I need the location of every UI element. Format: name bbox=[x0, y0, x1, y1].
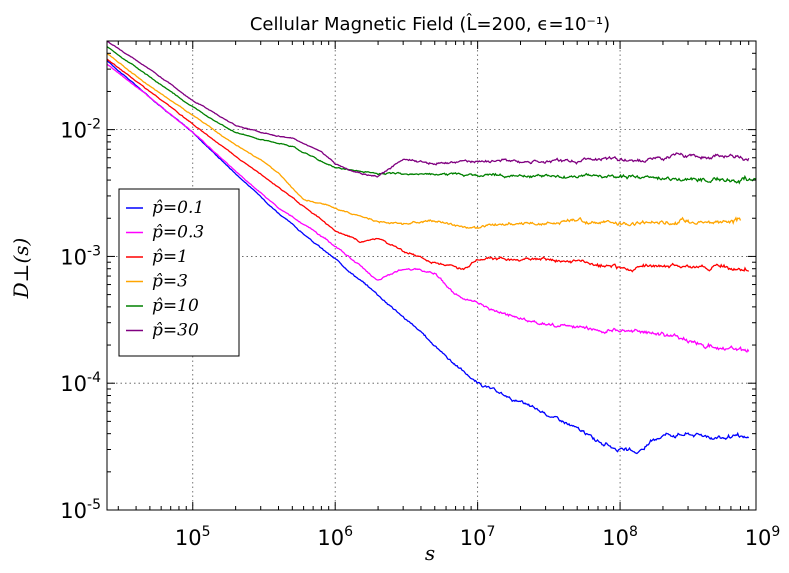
legend-label: p̂=10 bbox=[152, 296, 199, 316]
y-tick-label: 10-5 bbox=[60, 497, 101, 523]
x-tick-label: 108 bbox=[602, 524, 638, 550]
series-line bbox=[107, 46, 756, 185]
x-tick-label: 105 bbox=[175, 524, 211, 550]
x-tick-base: 10 bbox=[317, 526, 344, 550]
legend-label: p̂=0.1 bbox=[152, 198, 204, 218]
legend-label: p̂=30 bbox=[152, 321, 199, 341]
chart-title: Cellular Magnetic Field (L̂=200, ϵ=10⁻¹) bbox=[250, 14, 610, 35]
legend-label: p̂=3 bbox=[152, 272, 188, 292]
x-tick-label: 109 bbox=[745, 524, 781, 550]
x-tick-base: 10 bbox=[175, 526, 202, 550]
legend-label: p̂=1 bbox=[152, 247, 188, 267]
axis-ticks bbox=[107, 40, 757, 511]
y-tick-base: 10 bbox=[60, 372, 87, 396]
x-tick-base: 10 bbox=[602, 526, 629, 550]
x-tick-base: 10 bbox=[745, 526, 772, 550]
y-tick-exponent: -2 bbox=[87, 117, 101, 133]
y-tick-exponent: -3 bbox=[87, 243, 101, 259]
y-tick-base: 10 bbox=[60, 245, 87, 269]
y-axis-label: D⊥(s) bbox=[9, 238, 33, 300]
legend: p̂=0.1 p̂=0.3 p̂=1 p̂=3 p̂=10 p̂=30 bbox=[118, 188, 240, 357]
x-tick-exponent: 8 bbox=[629, 524, 638, 540]
y-tick-label: 10-3 bbox=[60, 243, 101, 269]
x-tick-exponent: 5 bbox=[202, 524, 211, 540]
series-line bbox=[107, 58, 750, 273]
series-line bbox=[107, 59, 750, 455]
y-tick-exponent: -5 bbox=[87, 497, 101, 513]
y-tick-label: 10-4 bbox=[60, 370, 101, 396]
x-axis-label: s bbox=[425, 541, 435, 565]
series-layer bbox=[107, 41, 756, 455]
y-tick-base: 10 bbox=[60, 119, 87, 143]
plot-frame bbox=[106, 40, 757, 511]
x-tick-exponent: 9 bbox=[771, 524, 780, 540]
x-tick-label: 106 bbox=[317, 524, 353, 550]
x-tick-base: 10 bbox=[460, 526, 487, 550]
x-tick-exponent: 6 bbox=[344, 524, 353, 540]
series-line bbox=[107, 63, 750, 353]
y-tick-base: 10 bbox=[60, 499, 87, 523]
legend-box bbox=[118, 188, 240, 357]
series-line bbox=[107, 52, 742, 230]
y-tick-exponent: -4 bbox=[87, 370, 101, 386]
x-tick-label: 107 bbox=[460, 524, 496, 550]
legend-label: p̂=0.3 bbox=[152, 223, 204, 243]
series-line bbox=[107, 41, 750, 178]
y-tick-label: 10-2 bbox=[60, 117, 101, 143]
x-tick-exponent: 7 bbox=[487, 524, 496, 540]
